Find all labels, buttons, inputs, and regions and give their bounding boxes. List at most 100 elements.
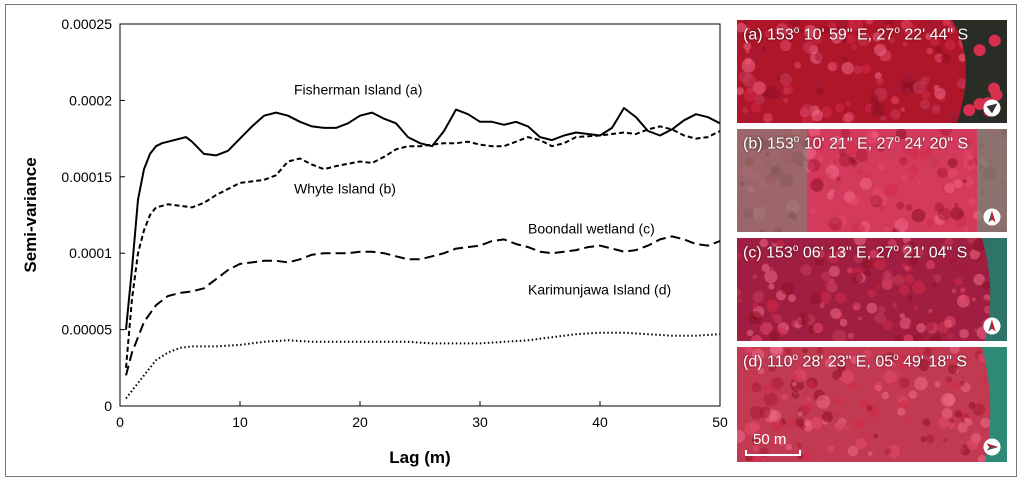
canopy-texture [818, 456, 828, 462]
canopy-texture [855, 149, 869, 163]
canopy-texture [814, 51, 825, 62]
canopy-texture [929, 36, 940, 46]
canopy-texture [871, 448, 877, 454]
panel-a-image [737, 20, 1007, 123]
canopy-texture [928, 277, 937, 285]
canopy-texture [841, 61, 854, 75]
canopy-texture [766, 85, 781, 100]
canopy-texture [983, 298, 989, 304]
canopy-texture [947, 158, 958, 168]
canopy-texture [752, 274, 758, 280]
canopy-texture [827, 61, 838, 72]
canopy-texture [852, 302, 861, 311]
canopy-texture [981, 280, 991, 290]
canopy-texture [828, 265, 840, 277]
canopy-texture [808, 129, 821, 137]
canopy-texture [848, 156, 856, 164]
canopy-texture [824, 358, 835, 368]
canopy-texture [871, 131, 879, 138]
canopy-texture [893, 274, 905, 286]
series-annotation-2: Whyte Island (b) [294, 181, 396, 197]
canopy-texture [953, 179, 963, 189]
canopy-texture [797, 442, 802, 448]
canopy-texture [783, 84, 794, 95]
canopy-texture [810, 178, 824, 192]
canopy-texture [822, 411, 833, 423]
canopy-texture [788, 418, 797, 427]
canopy-texture [882, 320, 893, 331]
canopy-texture [827, 445, 835, 453]
canopy-texture [867, 289, 877, 298]
canopy-texture [784, 347, 792, 355]
canopy-texture [814, 432, 829, 446]
canopy-texture [759, 406, 772, 419]
canopy-texture [817, 156, 824, 162]
canopy-texture [775, 23, 789, 37]
canopy-texture [867, 451, 873, 456]
canopy-texture [955, 390, 963, 398]
canopy-texture [751, 382, 762, 393]
canopy-texture [840, 129, 851, 139]
canopy-texture [884, 149, 896, 161]
canopy-texture [741, 58, 756, 73]
canopy-texture [751, 29, 759, 37]
canopy-texture [810, 417, 823, 430]
canopy-texture [914, 376, 928, 391]
canopy-texture [763, 294, 771, 302]
canopy-texture [840, 370, 855, 384]
canopy-texture [780, 39, 792, 51]
canopy-texture [746, 329, 754, 336]
canopy-texture [760, 322, 773, 335]
canopy-texture [887, 239, 897, 248]
canopy-texture [795, 395, 808, 408]
plot-area [119, 23, 721, 407]
canopy-texture [963, 176, 974, 187]
canopy-texture [921, 91, 931, 100]
canopy-texture [864, 173, 870, 179]
canopy-texture [901, 175, 908, 182]
canopy-texture [837, 363, 846, 373]
canopy-texture [890, 362, 896, 368]
canopy-texture [803, 451, 812, 461]
canopy-texture [737, 288, 741, 297]
canopy-texture [883, 370, 897, 384]
canopy-texture [966, 438, 979, 451]
canopy-texture [749, 405, 764, 420]
canopy-texture [928, 308, 933, 313]
canopy-texture [745, 347, 754, 354]
series-line-1 [125, 107, 721, 330]
canopy-texture [829, 214, 840, 225]
canopy-texture [824, 172, 832, 180]
canopy-texture [751, 335, 763, 341]
y-tick-label: 0.00015 [61, 169, 112, 185]
canopy-texture [954, 410, 962, 418]
x-tick-label: 20 [352, 414, 368, 430]
canopy-texture [793, 369, 807, 383]
canopy-texture [910, 176, 914, 181]
canopy-texture [853, 238, 867, 246]
canopy-texture [885, 24, 892, 31]
canopy-texture [872, 32, 882, 42]
canopy-texture [790, 399, 795, 404]
canopy-texture [752, 81, 766, 95]
canopy-texture [754, 93, 765, 105]
canopy-texture [904, 274, 914, 284]
series-annotation-3: Boondall wetland (c) [528, 220, 655, 236]
canopy-texture [929, 334, 942, 341]
canopy-texture [937, 26, 942, 31]
canopy-texture [744, 34, 750, 39]
canopy-texture [918, 359, 930, 372]
canopy-texture [761, 263, 770, 272]
canopy-texture [911, 208, 926, 223]
canopy-texture [850, 138, 856, 144]
canopy-texture [962, 178, 967, 184]
canopy-texture [819, 302, 825, 308]
canopy-texture [737, 87, 744, 96]
panel-edge [982, 347, 1007, 462]
canopy-texture [968, 197, 976, 206]
canopy-texture [834, 412, 840, 418]
canopy-texture [883, 270, 892, 279]
canopy-texture [847, 267, 853, 273]
canopy-texture [912, 80, 926, 95]
canopy-texture [749, 421, 761, 432]
